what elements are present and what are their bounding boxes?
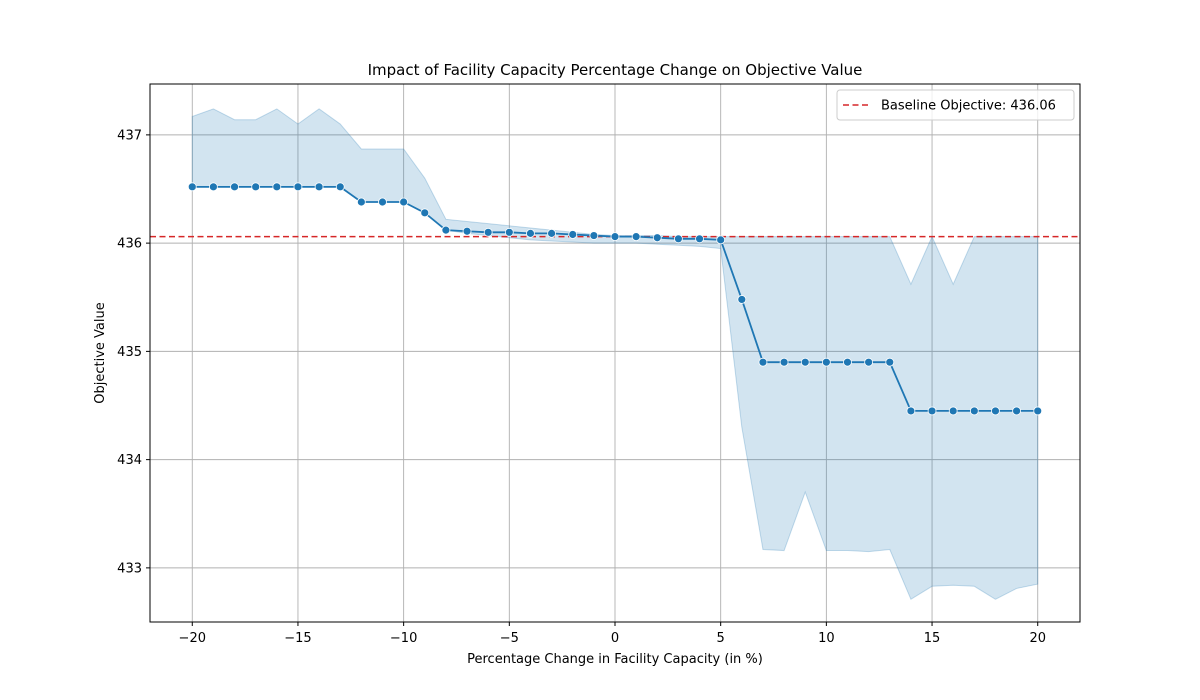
data-point [420,208,430,218]
series-points [187,182,1043,416]
y-tick-label: 436 [117,237,142,252]
confidence-band [191,108,1039,601]
legend-box [836,89,1075,121]
data-point [589,231,599,240]
x-tick-label: −15 [284,631,311,646]
data-point [610,232,620,242]
data-point [378,197,387,207]
x-tick-label: 10 [818,631,835,646]
data-point [631,232,641,242]
x-tick-label: 15 [924,631,941,646]
x-tick-label: 0 [611,631,619,646]
data-point [314,182,324,192]
data-point [927,406,937,416]
data-point [441,225,451,235]
data-point [187,182,197,192]
data-point [568,230,578,239]
grid [150,84,1080,622]
data-point [526,228,535,238]
data-point [674,234,683,244]
data-point [1012,406,1021,416]
data-point [737,295,747,304]
data-point [843,357,852,367]
confidence-band-area [191,108,1039,601]
x-axis-label: Percentage Change in Facility Capacity (… [467,652,763,667]
data-point [906,406,916,416]
x-tick-label: 20 [1029,631,1046,646]
chart-title: Impact of Facility Capacity Percentage C… [368,61,863,79]
data-point [821,357,831,367]
data-point [758,357,768,367]
x-axis-ticks: −20 −15 −10 −5 0 5 10 15 20 [179,622,1046,646]
data-point [251,182,261,192]
data-point [399,197,409,207]
data-point [779,357,789,367]
data-point [695,234,704,244]
y-tick-label: 437 [117,128,142,143]
legend: Baseline Objective: 436.06 [836,89,1075,121]
y-axis-ticks: 433 434 435 436 437 [117,128,150,576]
data-point [462,226,472,236]
data-point [356,197,366,207]
x-tick-label: −10 [390,631,417,646]
y-tick-label: 434 [117,453,142,468]
data-point [885,357,895,367]
x-tick-label: −20 [179,631,206,646]
data-point [504,227,514,237]
y-tick-label: 433 [117,561,142,576]
y-tick-label: 435 [117,345,142,360]
data-point [864,357,874,367]
data-point [335,182,345,192]
data-point [716,235,726,245]
data-point [991,406,1000,416]
data-point [547,228,556,238]
data-point [800,357,810,367]
data-point [272,182,282,192]
legend-label-baseline: Baseline Objective: 436.06 [881,99,1056,114]
data-point [209,182,218,192]
data-point [1033,406,1043,416]
data-point [230,182,239,192]
x-tick-label: −5 [500,631,519,646]
x-tick-label: 5 [717,631,725,646]
data-point [293,182,303,192]
data-point [969,406,979,416]
data-point [652,233,662,243]
data-point [948,406,958,416]
y-axis-label: Objective Value [93,302,108,403]
data-point [483,227,493,237]
